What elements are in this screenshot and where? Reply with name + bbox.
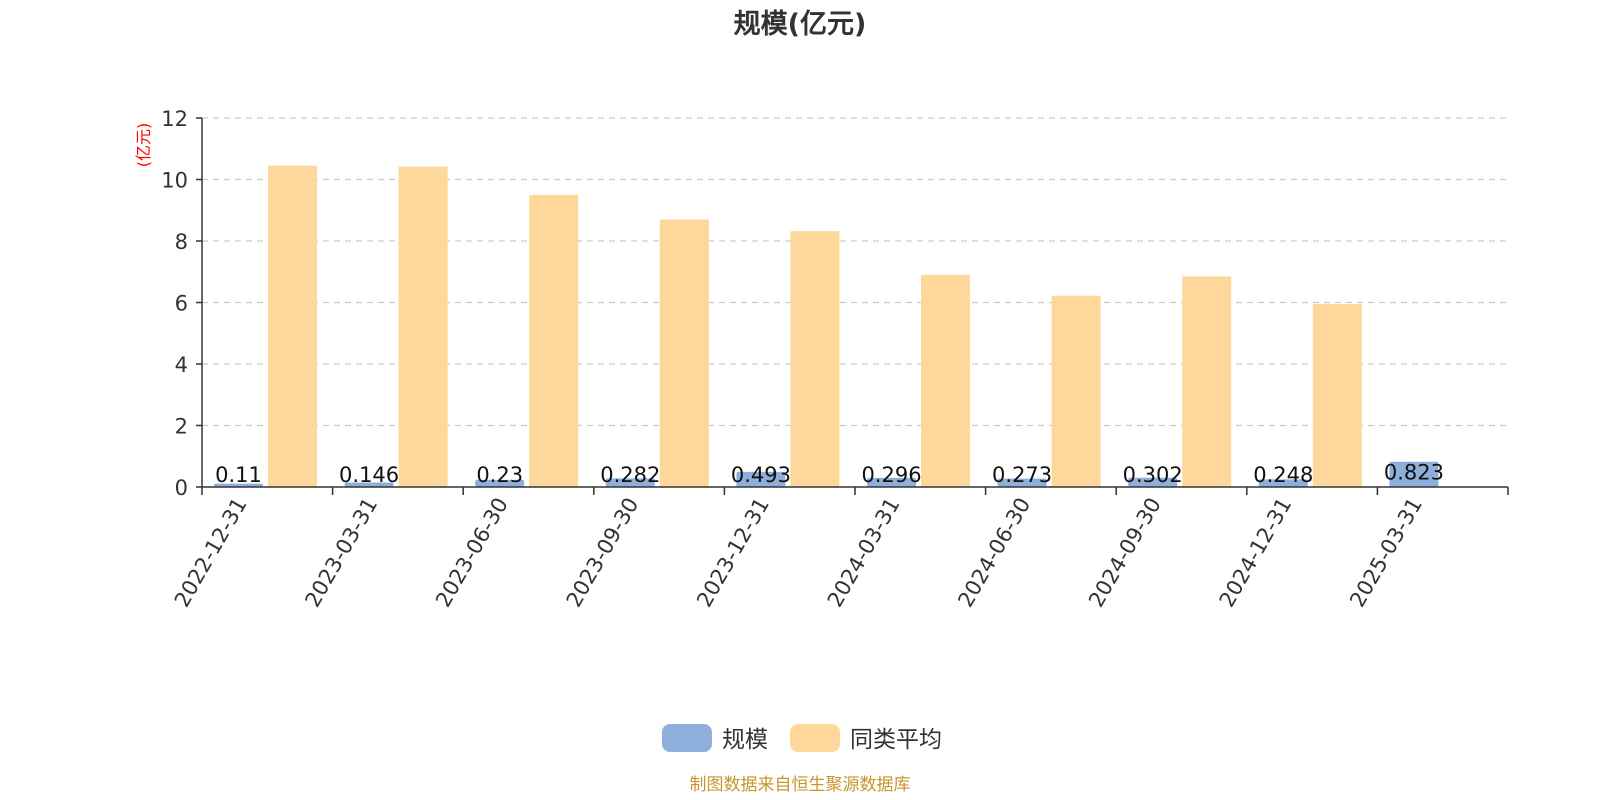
- y-tick-label: 2: [175, 415, 188, 439]
- bar-guimo[interactable]: [736, 471, 786, 487]
- bar-tonglei-pingjun[interactable]: [529, 194, 579, 487]
- bars: [214, 165, 1439, 487]
- legend[interactable]: 规模 同类平均: [662, 724, 942, 753]
- x-tick-label: 2022-12-31: [170, 494, 252, 612]
- data-label-guimo: 0.302: [1123, 463, 1183, 487]
- bar-tonglei-pingjun[interactable]: [268, 165, 317, 487]
- y-axis-unit-label: (亿元): [134, 123, 153, 168]
- bar-guimo[interactable]: [214, 483, 263, 487]
- data-label-guimo: 0.493: [731, 463, 791, 487]
- data-label-guimo: 0.23: [476, 463, 523, 487]
- x-tick-label: 2025-03-31: [1345, 494, 1427, 612]
- bar-tonglei-pingjun[interactable]: [398, 166, 448, 487]
- data-label-guimo: 0.11: [215, 463, 262, 487]
- y-tick-label: 0: [175, 476, 188, 500]
- x-tick-label: 2023-06-30: [431, 494, 513, 612]
- legend-swatch[interactable]: [662, 724, 712, 752]
- bar-tonglei-pingjun[interactable]: [1182, 276, 1232, 487]
- bar-guimo[interactable]: [605, 478, 655, 487]
- x-tick-label: 2024-06-30: [953, 494, 1035, 612]
- bar-guimo[interactable]: [997, 478, 1047, 487]
- x-tick-label: 2024-03-31: [823, 494, 905, 612]
- bar-guimo[interactable]: [867, 477, 916, 487]
- x-tick-label: 2023-12-31: [692, 494, 774, 612]
- data-label-guimo: 0.823: [1384, 461, 1444, 485]
- y-tick-label: 12: [161, 107, 188, 131]
- x-tick-label: 2024-09-30: [1084, 494, 1166, 612]
- y-tick-label: 8: [175, 230, 188, 254]
- bar-guimo[interactable]: [475, 479, 525, 487]
- bar-tonglei-pingjun[interactable]: [921, 274, 970, 487]
- data-label-guimo: 0.146: [339, 463, 399, 487]
- legend-label[interactable]: 规模: [722, 727, 768, 753]
- chart-title: 规模(亿元): [734, 9, 867, 40]
- bar-guimo[interactable]: [1128, 477, 1178, 487]
- bar-tonglei-pingjun[interactable]: [1051, 295, 1101, 487]
- x-tick-label: 2023-09-30: [562, 494, 644, 612]
- bar-tonglei-pingjun[interactable]: [659, 219, 709, 487]
- bar-guimo[interactable]: [1258, 479, 1308, 487]
- y-tick-label: 6: [175, 292, 188, 316]
- bar-tonglei-pingjun[interactable]: [790, 231, 840, 487]
- bar-tonglei-pingjun[interactable]: [1312, 304, 1362, 487]
- source-credit: 制图数据来自恒生聚源数据库: [690, 775, 911, 795]
- y-tick-label: 10: [161, 169, 188, 193]
- x-tick-label: 2024-12-31: [1215, 494, 1297, 612]
- data-label-guimo: 0.248: [1253, 463, 1313, 487]
- data-labels: 0.11 0.146 0.23 0.282 0.493 0.296 0.273 0.302 0.…: [215, 461, 1444, 487]
- bar-guimo[interactable]: [1389, 461, 1439, 487]
- bar-guimo[interactable]: [344, 482, 394, 487]
- y-tick-label: 4: [175, 353, 188, 377]
- legend-swatch[interactable]: [790, 724, 840, 752]
- gridlines: [202, 117, 1508, 427]
- data-label-guimo: 0.282: [600, 463, 660, 487]
- x-tick-label: 2023-03-31: [300, 494, 382, 612]
- data-label-guimo: 0.273: [992, 463, 1052, 487]
- legend-label[interactable]: 同类平均: [850, 727, 942, 753]
- data-label-guimo: 0.296: [861, 463, 921, 487]
